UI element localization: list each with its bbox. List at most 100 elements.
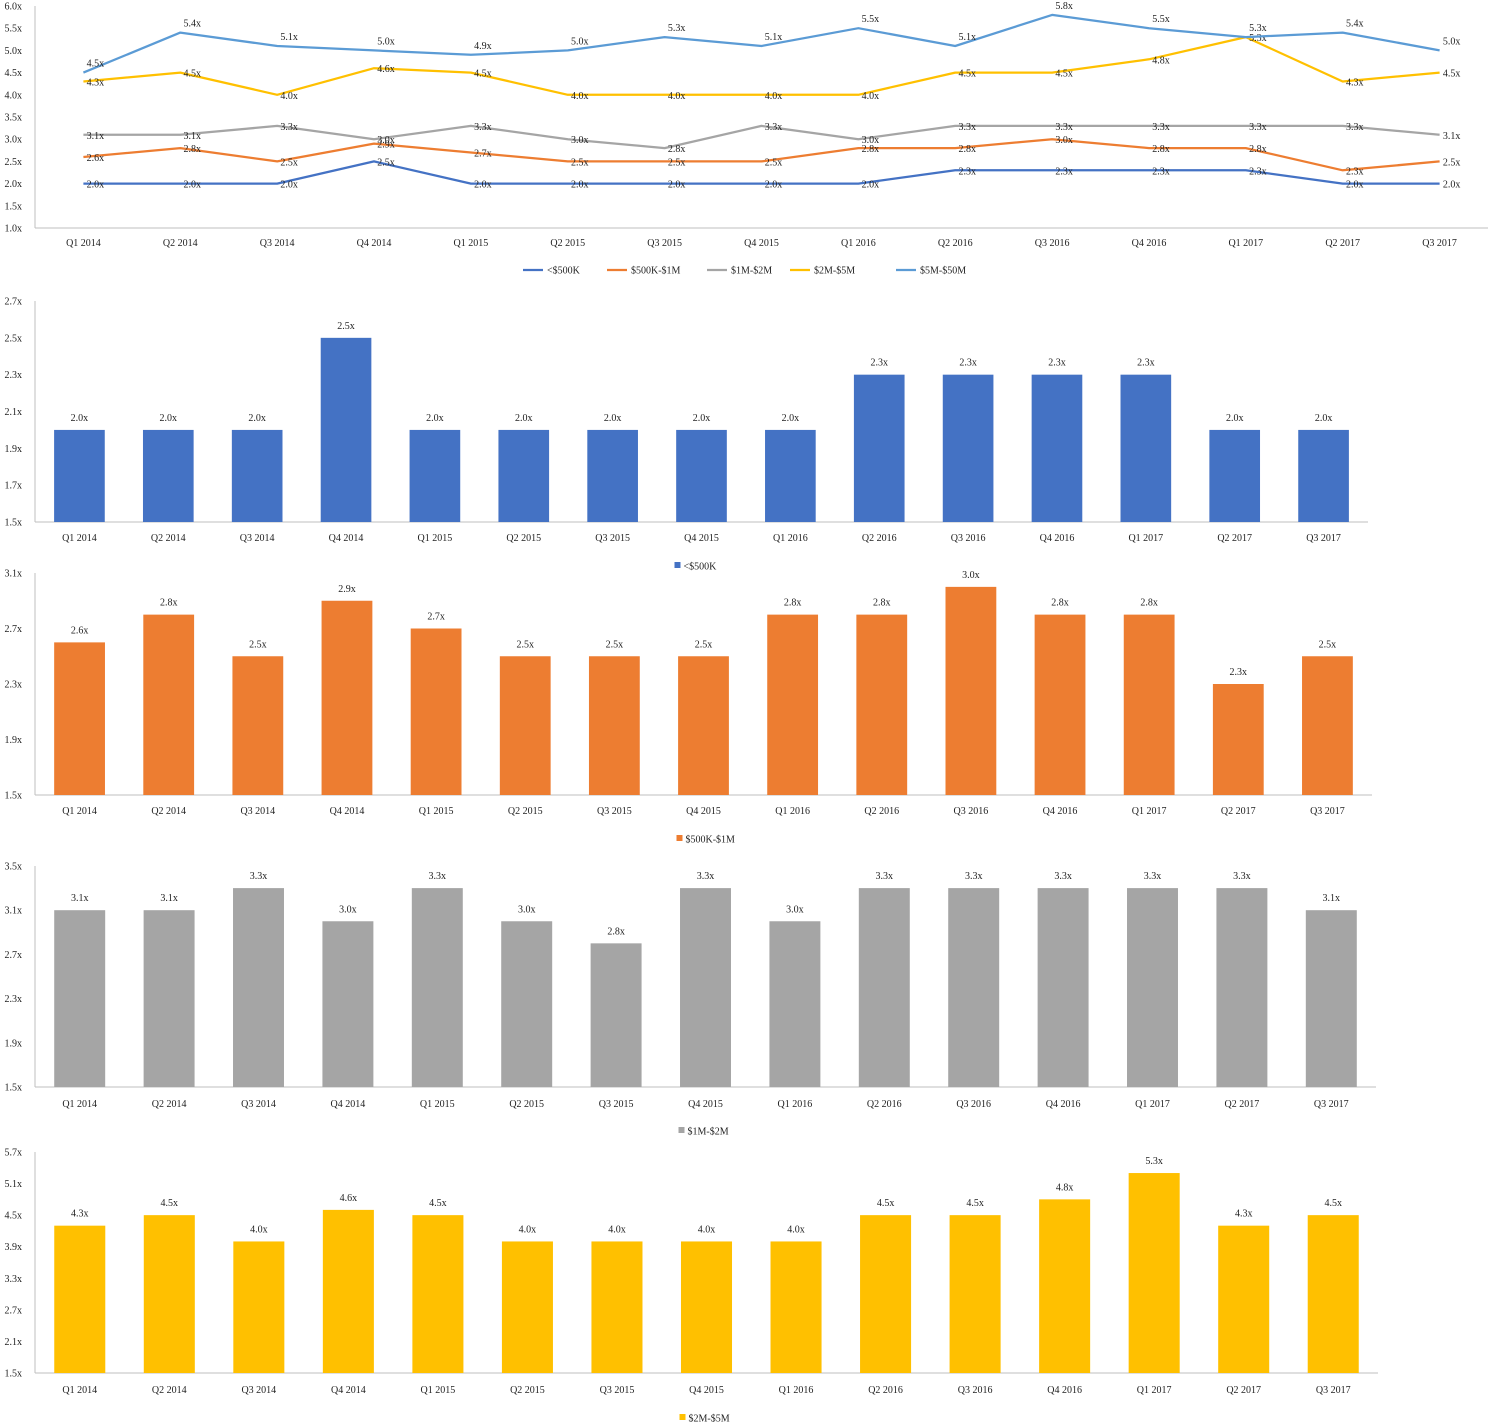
data-label: 3.0x <box>962 570 980 581</box>
bar <box>676 429 727 522</box>
bar <box>1212 684 1264 795</box>
data-label: 2.8x <box>784 598 802 609</box>
data-label: 2.6x <box>71 625 89 636</box>
data-label: 5.5x <box>1152 14 1170 25</box>
legend-swatch <box>676 835 683 841</box>
bar <box>680 888 731 1087</box>
data-label: 3.3x <box>429 871 447 882</box>
bar <box>54 642 105 795</box>
data-label: 2.5x <box>516 639 534 650</box>
data-label: 2.0x <box>87 180 105 191</box>
bar <box>587 429 638 522</box>
data-label: 4.3x <box>87 77 105 88</box>
data-label: 2.3x <box>1249 166 1267 177</box>
x-category-label: Q4 2015 <box>689 1385 724 1396</box>
data-label: 4.0x <box>571 91 589 102</box>
bar <box>856 614 908 795</box>
legend-label: <$500K <box>547 266 581 277</box>
data-label: 4.5x <box>161 1198 179 1209</box>
y-tick-label: 2.1x <box>5 407 23 418</box>
x-category-label: Q4 2016 <box>1040 533 1075 544</box>
bar <box>409 429 461 522</box>
data-label: 4.0x <box>250 1224 268 1235</box>
x-category-label: Q1 2016 <box>779 1385 814 1396</box>
bar <box>1298 429 1349 522</box>
legend-swatch <box>678 1127 685 1133</box>
bar <box>860 1215 912 1373</box>
data-label: 2.0x <box>862 180 880 191</box>
legend: $2M-$5M <box>679 1414 730 1422</box>
bar <box>54 910 106 1087</box>
data-label: 4.3x <box>1235 1209 1253 1220</box>
y-tick-label: 3.9x <box>5 1242 23 1253</box>
x-category-label: Q3 2014 <box>241 1099 276 1110</box>
data-label: 4.0x <box>787 1224 805 1235</box>
y-tick-label: 2.7x <box>5 950 23 961</box>
x-category-label: Q3 2017 <box>1422 238 1457 249</box>
data-label: 2.0x <box>604 413 622 424</box>
data-label: 2.5x <box>337 321 355 332</box>
x-category-label: Q1 2014 <box>62 1385 97 1396</box>
data-label: 2.8x <box>873 598 891 609</box>
y-tick-label: 3.1x <box>5 569 23 580</box>
bar <box>1218 1225 1270 1373</box>
chart-panel-5: 1.5x 2.1x 2.7x 3.3x 3.9x 4.5x 5.1x 5.7x Q1 2014 Q… <box>5 1148 1378 1422</box>
x-category-label: Q1 2015 <box>419 806 454 817</box>
data-label: 2.0x <box>160 413 178 424</box>
data-label: 3.1x <box>160 893 178 904</box>
data-label: 2.0x <box>71 413 89 424</box>
y-tick-label: 2.3x <box>5 994 23 1005</box>
bar <box>591 1241 643 1373</box>
x-category-label: Q3 2016 <box>956 1099 991 1110</box>
data-label: 2.0x <box>571 180 589 191</box>
y-tick-label: 2.7x <box>5 297 23 308</box>
y-tick-label: 2.7x <box>5 624 23 635</box>
series-line <box>83 160 1440 185</box>
data-label: 2.5x <box>668 157 686 168</box>
x-category-label: Q3 2015 <box>600 1385 635 1396</box>
y-tick-label: 1.5x <box>5 201 23 212</box>
x-category-label: Q1 2015 <box>420 1099 455 1110</box>
series-line <box>83 138 1440 172</box>
data-label: 2.8x <box>184 144 202 155</box>
data-label: 5.4x <box>1346 19 1364 30</box>
data-label: 3.3x <box>965 871 983 882</box>
data-label: 3.1x <box>184 131 202 142</box>
data-label: 2.3x <box>1346 166 1364 177</box>
y-tick-label: 2.5x <box>5 333 23 344</box>
data-label: 3.3x <box>1055 122 1073 133</box>
x-category-label: Q1 2014 <box>62 1099 97 1110</box>
x-category-label: Q3 2016 <box>958 1385 993 1396</box>
y-tick-label: 4.5x <box>5 68 23 79</box>
data-label: 4.3x <box>71 1209 89 1220</box>
bar <box>1123 614 1175 795</box>
bar <box>1037 888 1089 1087</box>
y-tick-label: 1.5x <box>5 1083 23 1094</box>
data-label: 2.8x <box>668 144 686 155</box>
data-label: 2.5x <box>1443 157 1461 168</box>
y-tick-label: 1.9x <box>5 444 23 455</box>
data-label: 2.5x <box>606 639 624 650</box>
bar <box>858 888 910 1087</box>
data-label: 2.5x <box>571 157 589 168</box>
data-label: 2.0x <box>515 413 533 424</box>
data-label: 5.0x <box>377 36 395 47</box>
x-category-label: Q3 2016 <box>1035 238 1070 249</box>
data-label: 4.0x <box>668 91 686 102</box>
data-label: 4.5x <box>877 1198 895 1209</box>
data-label: 3.0x <box>339 904 357 915</box>
bar <box>233 1241 285 1373</box>
data-label: 4.6x <box>377 64 395 75</box>
data-label: 4.8x <box>1152 55 1170 66</box>
y-tick-label: 1.5x <box>5 1369 23 1380</box>
data-label: 2.5x <box>280 157 298 168</box>
x-category-label: Q1 2017 <box>1128 533 1163 544</box>
x-category-label: Q4 2015 <box>688 1099 723 1110</box>
chart-panel-4: 1.5x 1.9x 2.3x 2.7x 3.1x 3.5x Q1 2014 Q2 2014 Q3… <box>5 862 1376 1138</box>
data-label: 4.0x <box>862 91 880 102</box>
x-category-label: Q1 2015 <box>421 1385 456 1396</box>
x-category-label: Q3 2015 <box>597 806 632 817</box>
data-label: 5.3x <box>1145 1156 1163 1167</box>
legend: <$500K <box>674 562 717 573</box>
x-category-label: Q4 2016 <box>1047 1385 1082 1396</box>
